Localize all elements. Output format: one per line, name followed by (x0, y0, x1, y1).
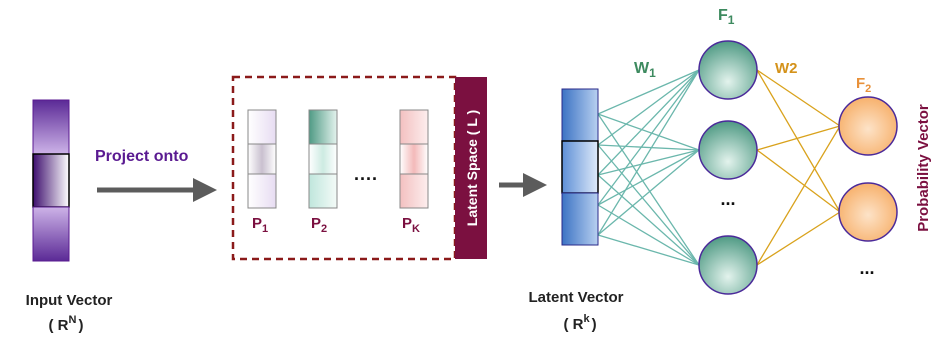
latent-vector-label: Latent Vector (528, 289, 623, 306)
prototype-p1 (247, 109, 277, 209)
f2-label: F2 (856, 75, 871, 95)
output-ellipsis: ... (859, 258, 874, 278)
probability-vector-label: Probability Vector (915, 104, 932, 232)
project-arrow (97, 178, 217, 202)
prototype-p2 (308, 109, 338, 209)
prototype-ellipsis: .... (354, 164, 378, 184)
latent-space-dim-label: ( Rk) (563, 313, 596, 333)
input-vector (32, 99, 70, 262)
hidden-node-1 (698, 40, 758, 100)
prototype-p1-label: P1 (252, 215, 268, 235)
prototype-pk-label: PK (402, 215, 420, 235)
hidden-node-3 (698, 235, 758, 295)
output-node-2 (838, 182, 898, 242)
prototype-pk (399, 109, 429, 209)
latent-space-banner (455, 77, 487, 259)
input-space-label: ( RN) (49, 314, 84, 334)
hidden-node-2 (698, 120, 758, 180)
hidden-ellipsis: ... (720, 189, 735, 209)
w1-connections (597, 69, 700, 266)
latent-vector (561, 88, 599, 246)
latent-space-label: Latent Space ( L ) (464, 110, 480, 226)
prototype-p2-label: P2 (311, 215, 327, 235)
project-label: Project onto (95, 148, 189, 165)
w1-label: W1 (634, 60, 656, 80)
latent-arrow (499, 173, 547, 197)
input-vector-label: Input Vector (26, 292, 113, 309)
f1-label: F1 (718, 7, 735, 27)
w2-connections (756, 69, 841, 266)
output-node-1 (838, 96, 898, 156)
w2-label: W2 (775, 60, 798, 77)
